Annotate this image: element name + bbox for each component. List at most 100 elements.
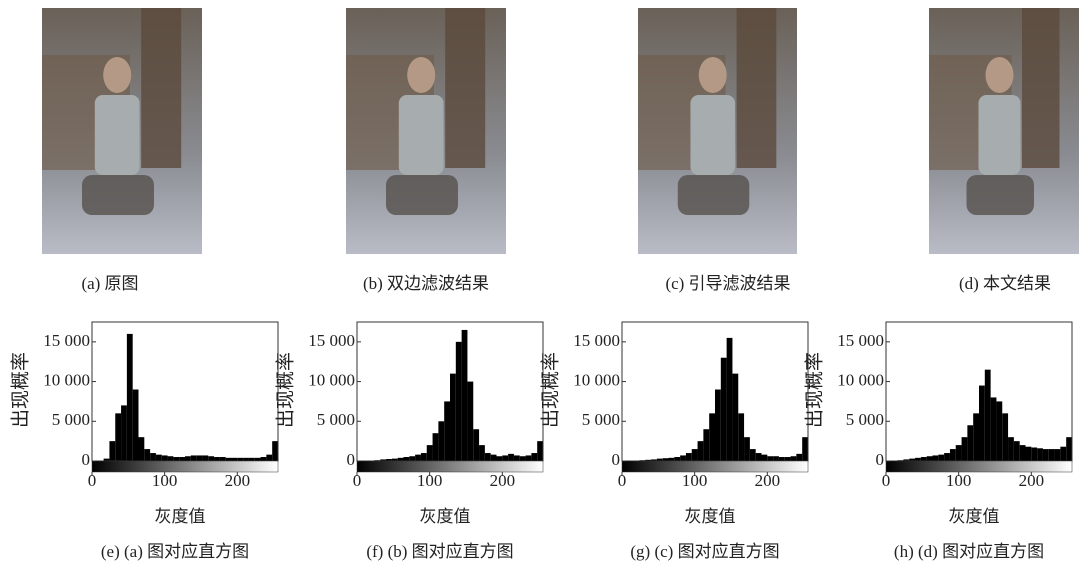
photo-caption: (d) 本文结果	[959, 274, 1051, 293]
histogram-bar	[727, 338, 733, 461]
histogram-bar	[526, 455, 532, 461]
histogram-bar	[438, 421, 444, 461]
photo	[638, 8, 797, 254]
histogram-bar	[1020, 445, 1026, 461]
histogram-bar	[121, 405, 127, 461]
histogram-bar	[773, 456, 779, 461]
y-tick-label: 10 000	[43, 370, 90, 389]
histogram-bar	[750, 449, 756, 461]
histogram-bar	[491, 455, 497, 461]
y-axis-label: 出现概率	[803, 352, 825, 428]
y-tick-label: 15 000	[837, 331, 884, 350]
y-tick-label: 10 000	[308, 370, 355, 389]
histogram-bar	[208, 456, 214, 461]
gray-scale-bar	[357, 461, 543, 472]
histogram-bar	[168, 456, 174, 461]
histogram-bar	[979, 386, 985, 461]
histogram-bar	[191, 455, 197, 461]
y-tick-label: 15 000	[43, 331, 90, 350]
y-tick-label: 0	[612, 450, 621, 469]
y-tick-label: 5 000	[317, 410, 355, 429]
histogram-bar	[796, 454, 802, 461]
histogram-bar	[927, 456, 933, 461]
child-legs	[386, 175, 458, 215]
histogram-bar	[938, 455, 944, 461]
histogram-bar	[127, 334, 133, 461]
child-body	[399, 95, 444, 175]
histogram-bar	[433, 433, 439, 461]
histogram-bar	[473, 429, 479, 461]
histogram-bar	[1026, 447, 1032, 461]
x-tick-label: 200	[490, 471, 516, 490]
gray-scale-bar	[622, 461, 808, 472]
histogram-bar	[921, 457, 927, 461]
chart-caption: (e) (a) 图对应直方图	[101, 542, 249, 561]
histogram-bar	[261, 457, 267, 461]
histogram-bar	[1008, 437, 1014, 461]
histogram-bar	[738, 413, 744, 461]
histogram-bar	[450, 374, 456, 461]
child-body	[979, 95, 1021, 175]
histogram-bar	[197, 455, 203, 461]
histogram-bar	[785, 457, 791, 461]
child-legs	[678, 175, 750, 215]
y-tick-label: 0	[82, 450, 91, 469]
histogram-bar	[421, 453, 427, 461]
histogram-bar	[973, 413, 979, 461]
histogram-bar	[1066, 437, 1072, 461]
y-axis-label: 出现概率	[539, 352, 561, 428]
histogram-bar	[502, 455, 508, 461]
x-tick-label: 200	[225, 471, 251, 490]
histogram-bar	[202, 455, 208, 461]
histogram-bar	[272, 441, 278, 461]
histogram-bar	[944, 453, 950, 461]
histogram-bar	[508, 454, 514, 461]
histogram-bar	[933, 455, 939, 461]
histogram-bar	[802, 437, 808, 461]
photo	[929, 8, 1079, 254]
histogram-bar	[144, 449, 150, 461]
histogram-bar	[444, 401, 450, 461]
histogram-bar	[537, 441, 543, 461]
child-head	[699, 57, 727, 93]
x-tick-label: 0	[353, 471, 362, 490]
photo	[42, 8, 202, 254]
histogram-bar	[703, 429, 709, 461]
y-tick-label: 15 000	[573, 331, 620, 350]
wooden-post	[1022, 8, 1060, 168]
x-axis-label: 灰度值	[685, 507, 736, 526]
figure: (a) 原图(b) 双边滤波结果(c) 引导滤波结果(d) 本文结果05 000…	[0, 0, 1079, 573]
y-tick-label: 10 000	[837, 370, 884, 389]
y-tick-label: 0	[347, 450, 356, 469]
x-tick-label: 100	[417, 471, 443, 490]
child-body	[95, 95, 140, 175]
photo-caption: (a) 原图	[81, 274, 138, 293]
histogram-bar	[1060, 447, 1066, 461]
histogram-bar	[485, 453, 491, 461]
histogram-bar	[1055, 449, 1061, 461]
y-tick-label: 5 000	[52, 410, 90, 429]
x-tick-label: 100	[946, 471, 972, 490]
x-tick-label: 0	[882, 471, 891, 490]
wooden-post	[445, 8, 485, 168]
photo	[346, 8, 506, 254]
histogram-bar	[686, 453, 692, 461]
histogram-bar	[214, 457, 220, 461]
histogram-bar	[185, 456, 191, 461]
histogram-bar	[427, 445, 433, 461]
histogram-bar	[266, 455, 272, 461]
histogram-bar	[991, 397, 997, 461]
histogram-bar	[985, 370, 991, 461]
histogram-bar	[467, 382, 473, 461]
histogram-bar	[962, 437, 968, 461]
child-head	[407, 57, 435, 93]
histogram-bar	[456, 342, 462, 461]
histogram-bar	[1031, 447, 1037, 461]
histogram-bar	[967, 425, 973, 461]
histogram-bar	[1037, 448, 1043, 461]
histogram-bar	[756, 453, 762, 461]
gray-scale-bar	[92, 461, 278, 472]
chart-caption: (h) (d) 图对应直方图	[894, 542, 1044, 561]
histogram-bar	[779, 457, 785, 461]
histogram-bar	[109, 441, 115, 461]
